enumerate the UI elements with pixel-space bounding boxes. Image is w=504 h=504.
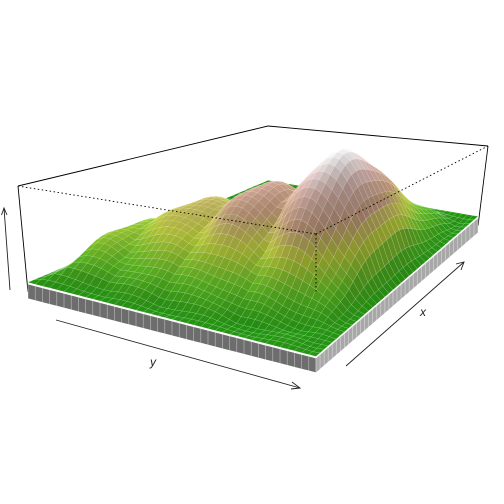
surface-facet bbox=[341, 322, 353, 329]
box-edge-back-vertical bbox=[17, 185, 29, 293]
box-edge-right-vertical bbox=[477, 145, 489, 227]
surface-facet bbox=[455, 226, 467, 231]
surface-facet bbox=[357, 305, 369, 315]
surface-facet bbox=[386, 278, 398, 291]
y-axis-label: y bbox=[149, 355, 157, 369]
surface-facet bbox=[312, 347, 325, 354]
surface-facet bbox=[370, 293, 382, 305]
bounding-box-back bbox=[17, 125, 489, 293]
surface-facet bbox=[411, 258, 422, 270]
terrain-sides bbox=[27, 218, 479, 373]
surface-facet bbox=[398, 267, 410, 280]
axes: y x bbox=[1, 206, 465, 390]
surface-facet bbox=[435, 241, 446, 249]
y-axis-arrow bbox=[55, 319, 302, 390]
z-axis-arrow bbox=[1, 206, 11, 291]
box-edge-top-front-right bbox=[315, 145, 489, 235]
bounding-box-front bbox=[17, 145, 489, 292]
surface-facet bbox=[333, 329, 345, 336]
surface-facet bbox=[308, 351, 321, 357]
surface-facet bbox=[431, 244, 442, 252]
terrain-surface bbox=[27, 148, 479, 357]
x-axis-label: x bbox=[419, 305, 427, 319]
surface-facet bbox=[337, 325, 349, 333]
box-edge-top-right bbox=[267, 125, 489, 147]
box-edge-top-back bbox=[17, 125, 269, 187]
surface-facet bbox=[402, 263, 414, 277]
x-axis-arrow bbox=[345, 261, 465, 367]
surface-facet bbox=[349, 314, 361, 322]
